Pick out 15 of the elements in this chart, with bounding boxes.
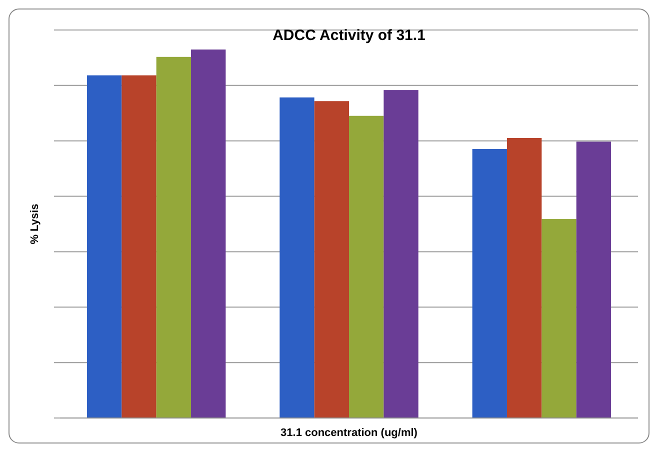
bar (542, 219, 576, 418)
bar (472, 149, 507, 418)
bar (314, 101, 349, 418)
y-axis-title: % Lysis (29, 204, 41, 244)
chart-title: ADCC Activity of 31.1 (272, 27, 426, 44)
bar (349, 116, 384, 418)
bar (122, 75, 156, 418)
bar (576, 142, 612, 418)
bar (506, 138, 542, 418)
bar (384, 90, 418, 418)
x-axis-title: 31.1 concentration (ug/ml) (280, 427, 418, 439)
bar (191, 50, 226, 418)
bar (280, 97, 314, 418)
bar (156, 56, 192, 418)
bar (86, 75, 122, 418)
